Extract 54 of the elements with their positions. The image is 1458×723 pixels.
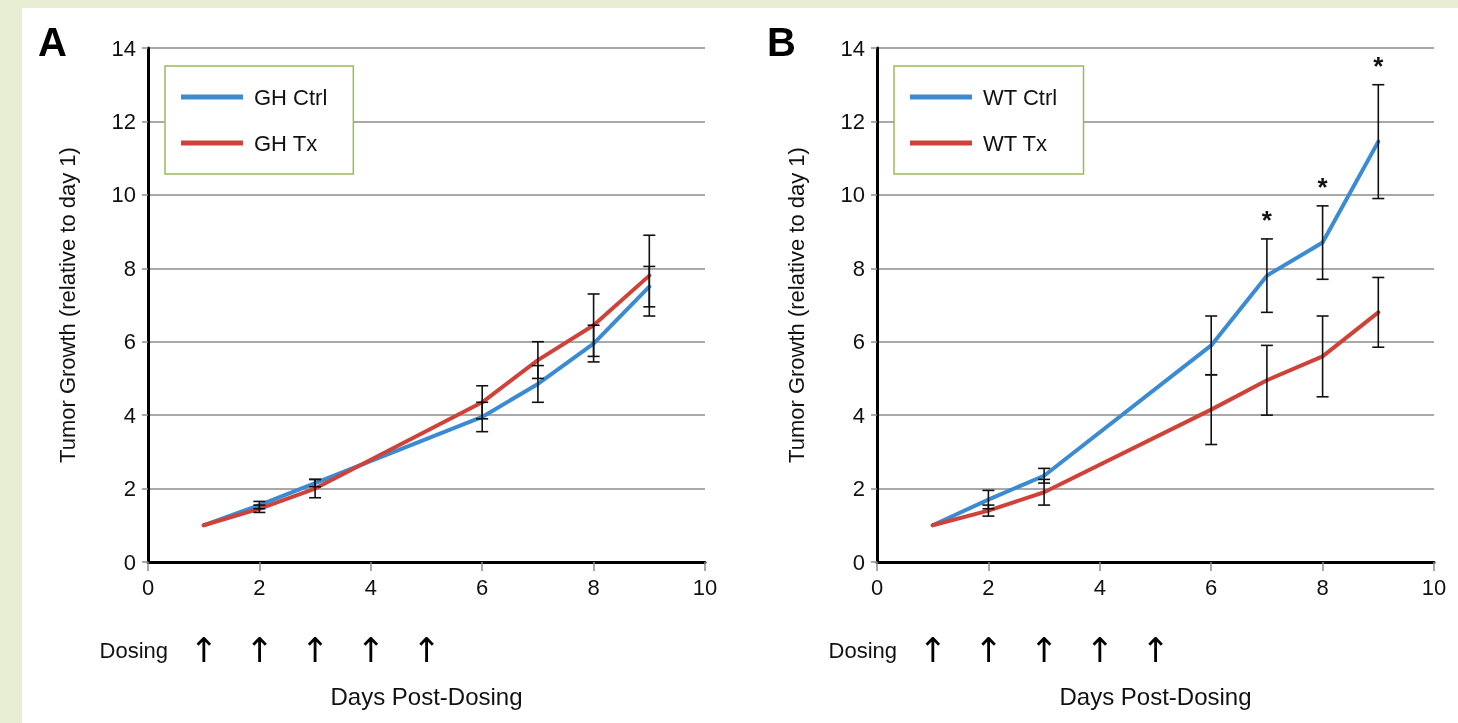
text: ↑ xyxy=(918,630,947,670)
y-tick-label: 0 xyxy=(852,549,865,575)
x-axis-title: Days Post-Dosing xyxy=(330,682,523,710)
x-tick-label: 2 xyxy=(982,574,995,600)
y-tick-label: 10 xyxy=(840,182,865,208)
y-tick-label: 2 xyxy=(852,476,865,502)
x-tick-label: 8 xyxy=(1316,574,1329,600)
x-tick-label: 6 xyxy=(1205,574,1218,600)
y-tick-label: 8 xyxy=(852,255,865,281)
line-series xyxy=(930,310,1381,528)
y-tick-label: 2 xyxy=(123,476,136,502)
legend-label: WT Ctrl xyxy=(983,84,1058,110)
annotation: * xyxy=(1317,171,1329,202)
legend-label: GH Ctrl xyxy=(254,84,328,110)
y-tick-label: 12 xyxy=(840,108,865,134)
text: ↑ xyxy=(412,630,441,670)
legend-label: GH Tx xyxy=(254,130,318,156)
text: Dosing xyxy=(99,637,168,663)
y-tick-label: 14 xyxy=(111,35,136,61)
y-tick-label: 4 xyxy=(852,402,865,428)
x-tick-label: 10 xyxy=(1421,574,1447,600)
y-tick-label: 14 xyxy=(840,35,865,61)
x-tick-label: 4 xyxy=(1093,574,1106,600)
text: ↑ xyxy=(1141,630,1170,670)
annotation: * xyxy=(1373,50,1385,81)
text: ↑ xyxy=(300,630,330,670)
x-tick-label: 0 xyxy=(141,574,155,600)
text: Dosing xyxy=(828,637,897,663)
y-tick-label: 0 xyxy=(123,549,136,575)
legend-label: WT Tx xyxy=(983,130,1047,156)
y-axis-title: Tumor Growth (relative to day 1) xyxy=(783,147,809,463)
y-tick-label: 6 xyxy=(852,329,865,355)
text: ↑ xyxy=(1029,630,1059,670)
x-axis-title: Days Post-Dosing xyxy=(1059,682,1252,710)
x-tick-label: 10 xyxy=(692,574,718,600)
x-tick-label: 8 xyxy=(587,574,600,600)
chart-title: A xyxy=(38,20,67,64)
text: ↑ xyxy=(189,630,218,670)
y-tick-label: 12 xyxy=(111,108,136,134)
chart-title: B xyxy=(767,20,796,64)
text: ↑ xyxy=(245,630,274,670)
x-tick-label: 2 xyxy=(253,574,266,600)
annotation: * xyxy=(1261,204,1273,235)
y-tick-label: 6 xyxy=(123,329,136,355)
y-tick-label: 4 xyxy=(123,402,136,428)
text: ↑ xyxy=(1085,630,1115,670)
text: ↑ xyxy=(356,630,386,670)
text: ↑ xyxy=(974,630,1003,670)
y-axis-title: Tumor Growth (relative to day 1) xyxy=(54,147,80,463)
y-tick-label: 10 xyxy=(111,182,136,208)
x-tick-label: 0 xyxy=(870,574,884,600)
y-tick-label: 8 xyxy=(123,255,136,281)
x-tick-label: 4 xyxy=(364,574,377,600)
x-tick-label: 6 xyxy=(476,574,489,600)
